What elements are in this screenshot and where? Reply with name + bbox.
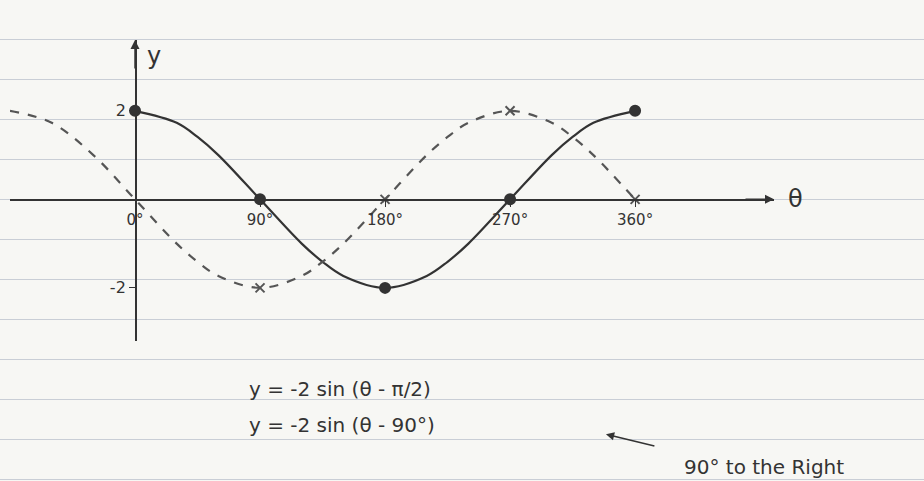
svg-text:θ: θ	[788, 185, 803, 213]
svg-text:2: 2	[116, 101, 126, 120]
svg-text:360°: 360°	[617, 211, 653, 229]
svg-text:-2: -2	[110, 278, 126, 297]
svg-text:180°: 180°	[367, 211, 403, 229]
svg-text:y: y	[147, 42, 161, 70]
svg-text:90°: 90°	[247, 211, 274, 229]
svg-text:90° to the Right: 90° to the Right	[684, 455, 844, 479]
svg-text:y = -2 sin (θ - π/2): y = -2 sin (θ - π/2)	[249, 377, 431, 401]
svg-text:0°: 0°	[126, 211, 143, 229]
svg-text:270°: 270°	[492, 211, 528, 229]
svg-text:y = -2 sin (θ - 90°): y = -2 sin (θ - 90°)	[249, 413, 435, 437]
